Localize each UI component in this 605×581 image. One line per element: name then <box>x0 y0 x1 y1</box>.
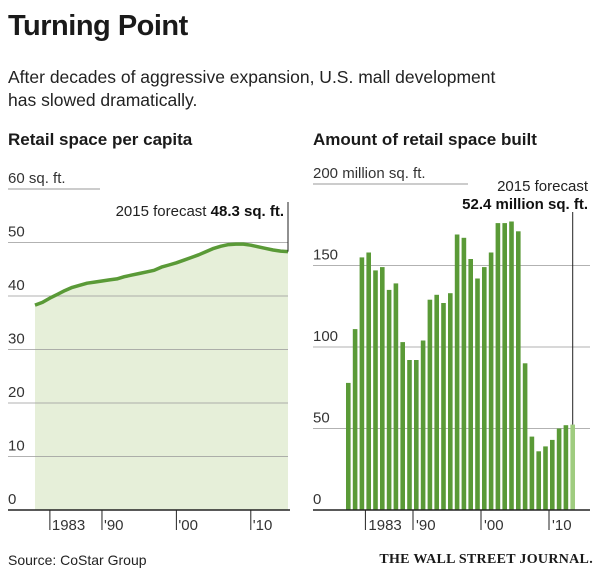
bar <box>502 223 507 510</box>
bar <box>420 340 426 510</box>
bar <box>522 363 528 510</box>
left-ytick-label: 10 <box>8 438 25 455</box>
source-note: Source: CoStar Group <box>8 552 147 568</box>
left-ytick-label: 30 <box>8 331 25 348</box>
chart-title: Turning Point <box>8 10 188 42</box>
bar <box>454 234 460 510</box>
bar <box>448 293 453 510</box>
bar <box>516 231 521 511</box>
subtitle-line-1: After decades of aggressive expansion, U… <box>8 67 496 87</box>
forecast-bar <box>570 424 575 510</box>
left-ytick-label: 20 <box>8 384 25 401</box>
left-area-fill <box>35 244 288 510</box>
subtitle-line-2: has slowed dramatically. <box>8 90 198 110</box>
bar <box>352 329 358 510</box>
right-annotation-line2: 52.4 million sq. ft. <box>462 196 588 213</box>
bar <box>407 360 412 510</box>
left-xtick-label: 1983 <box>52 517 85 534</box>
bar <box>400 342 405 510</box>
right-xtick-label: '10 <box>552 517 572 534</box>
bar <box>550 439 555 510</box>
bar <box>346 382 351 510</box>
annotation-prefix: 2015 forecast <box>116 203 211 220</box>
bar <box>380 267 385 510</box>
bar <box>509 221 514 510</box>
bar <box>468 259 473 510</box>
bar <box>543 446 548 510</box>
right-xtick-label: '00 <box>484 517 504 534</box>
bar <box>529 436 535 510</box>
left-ytick-label: 40 <box>8 277 25 294</box>
publisher-logo: THE WALL STREET JOURNAL. <box>379 552 593 567</box>
left-ytick-label: 0 <box>8 491 16 508</box>
right-ytick-label: 0 <box>313 491 321 508</box>
bar <box>475 278 480 510</box>
bar <box>386 289 392 510</box>
bar <box>366 252 371 510</box>
bar <box>393 283 399 510</box>
right-xtick-label: 1983 <box>368 517 401 534</box>
bar <box>373 270 378 510</box>
right-xtick-label: '90 <box>416 517 436 534</box>
left-ytick-label: 50 <box>8 224 25 241</box>
series-line <box>34 242 289 307</box>
left-chart <box>8 188 290 530</box>
bar <box>536 451 541 510</box>
left-panel-title: Retail space per capita <box>8 130 193 149</box>
bar <box>434 294 439 510</box>
bar <box>482 267 487 510</box>
right-unit-label: 200 million sq. ft. <box>313 165 426 182</box>
bar <box>441 303 446 510</box>
bar <box>563 425 569 510</box>
right-annotation-line1: 2015 forecast <box>497 178 589 195</box>
bar <box>488 252 494 510</box>
right-ytick-label: 150 <box>313 247 338 264</box>
bar <box>359 257 365 510</box>
left-xtick-label: '00 <box>178 517 198 534</box>
bar <box>427 299 433 510</box>
bar <box>414 360 419 510</box>
right-panel-title: Amount of retail space built <box>313 130 537 149</box>
left-xtick-label: '10 <box>253 517 273 534</box>
left-annotation: 2015 forecast 48.3 sq. ft. <box>116 203 284 220</box>
right-ytick-label: 50 <box>313 410 330 427</box>
bar <box>556 428 562 510</box>
bar <box>461 237 467 511</box>
bar <box>495 223 501 510</box>
right-ytick-label: 100 <box>313 328 338 345</box>
left-unit-label: 60 sq. ft. <box>8 170 66 187</box>
right-chart <box>313 183 590 530</box>
left-xtick-label: '90 <box>104 517 124 534</box>
annotation-value: 48.3 sq. ft. <box>211 203 284 220</box>
chart-subtitle: After decades of aggressive expansion, U… <box>8 66 568 112</box>
